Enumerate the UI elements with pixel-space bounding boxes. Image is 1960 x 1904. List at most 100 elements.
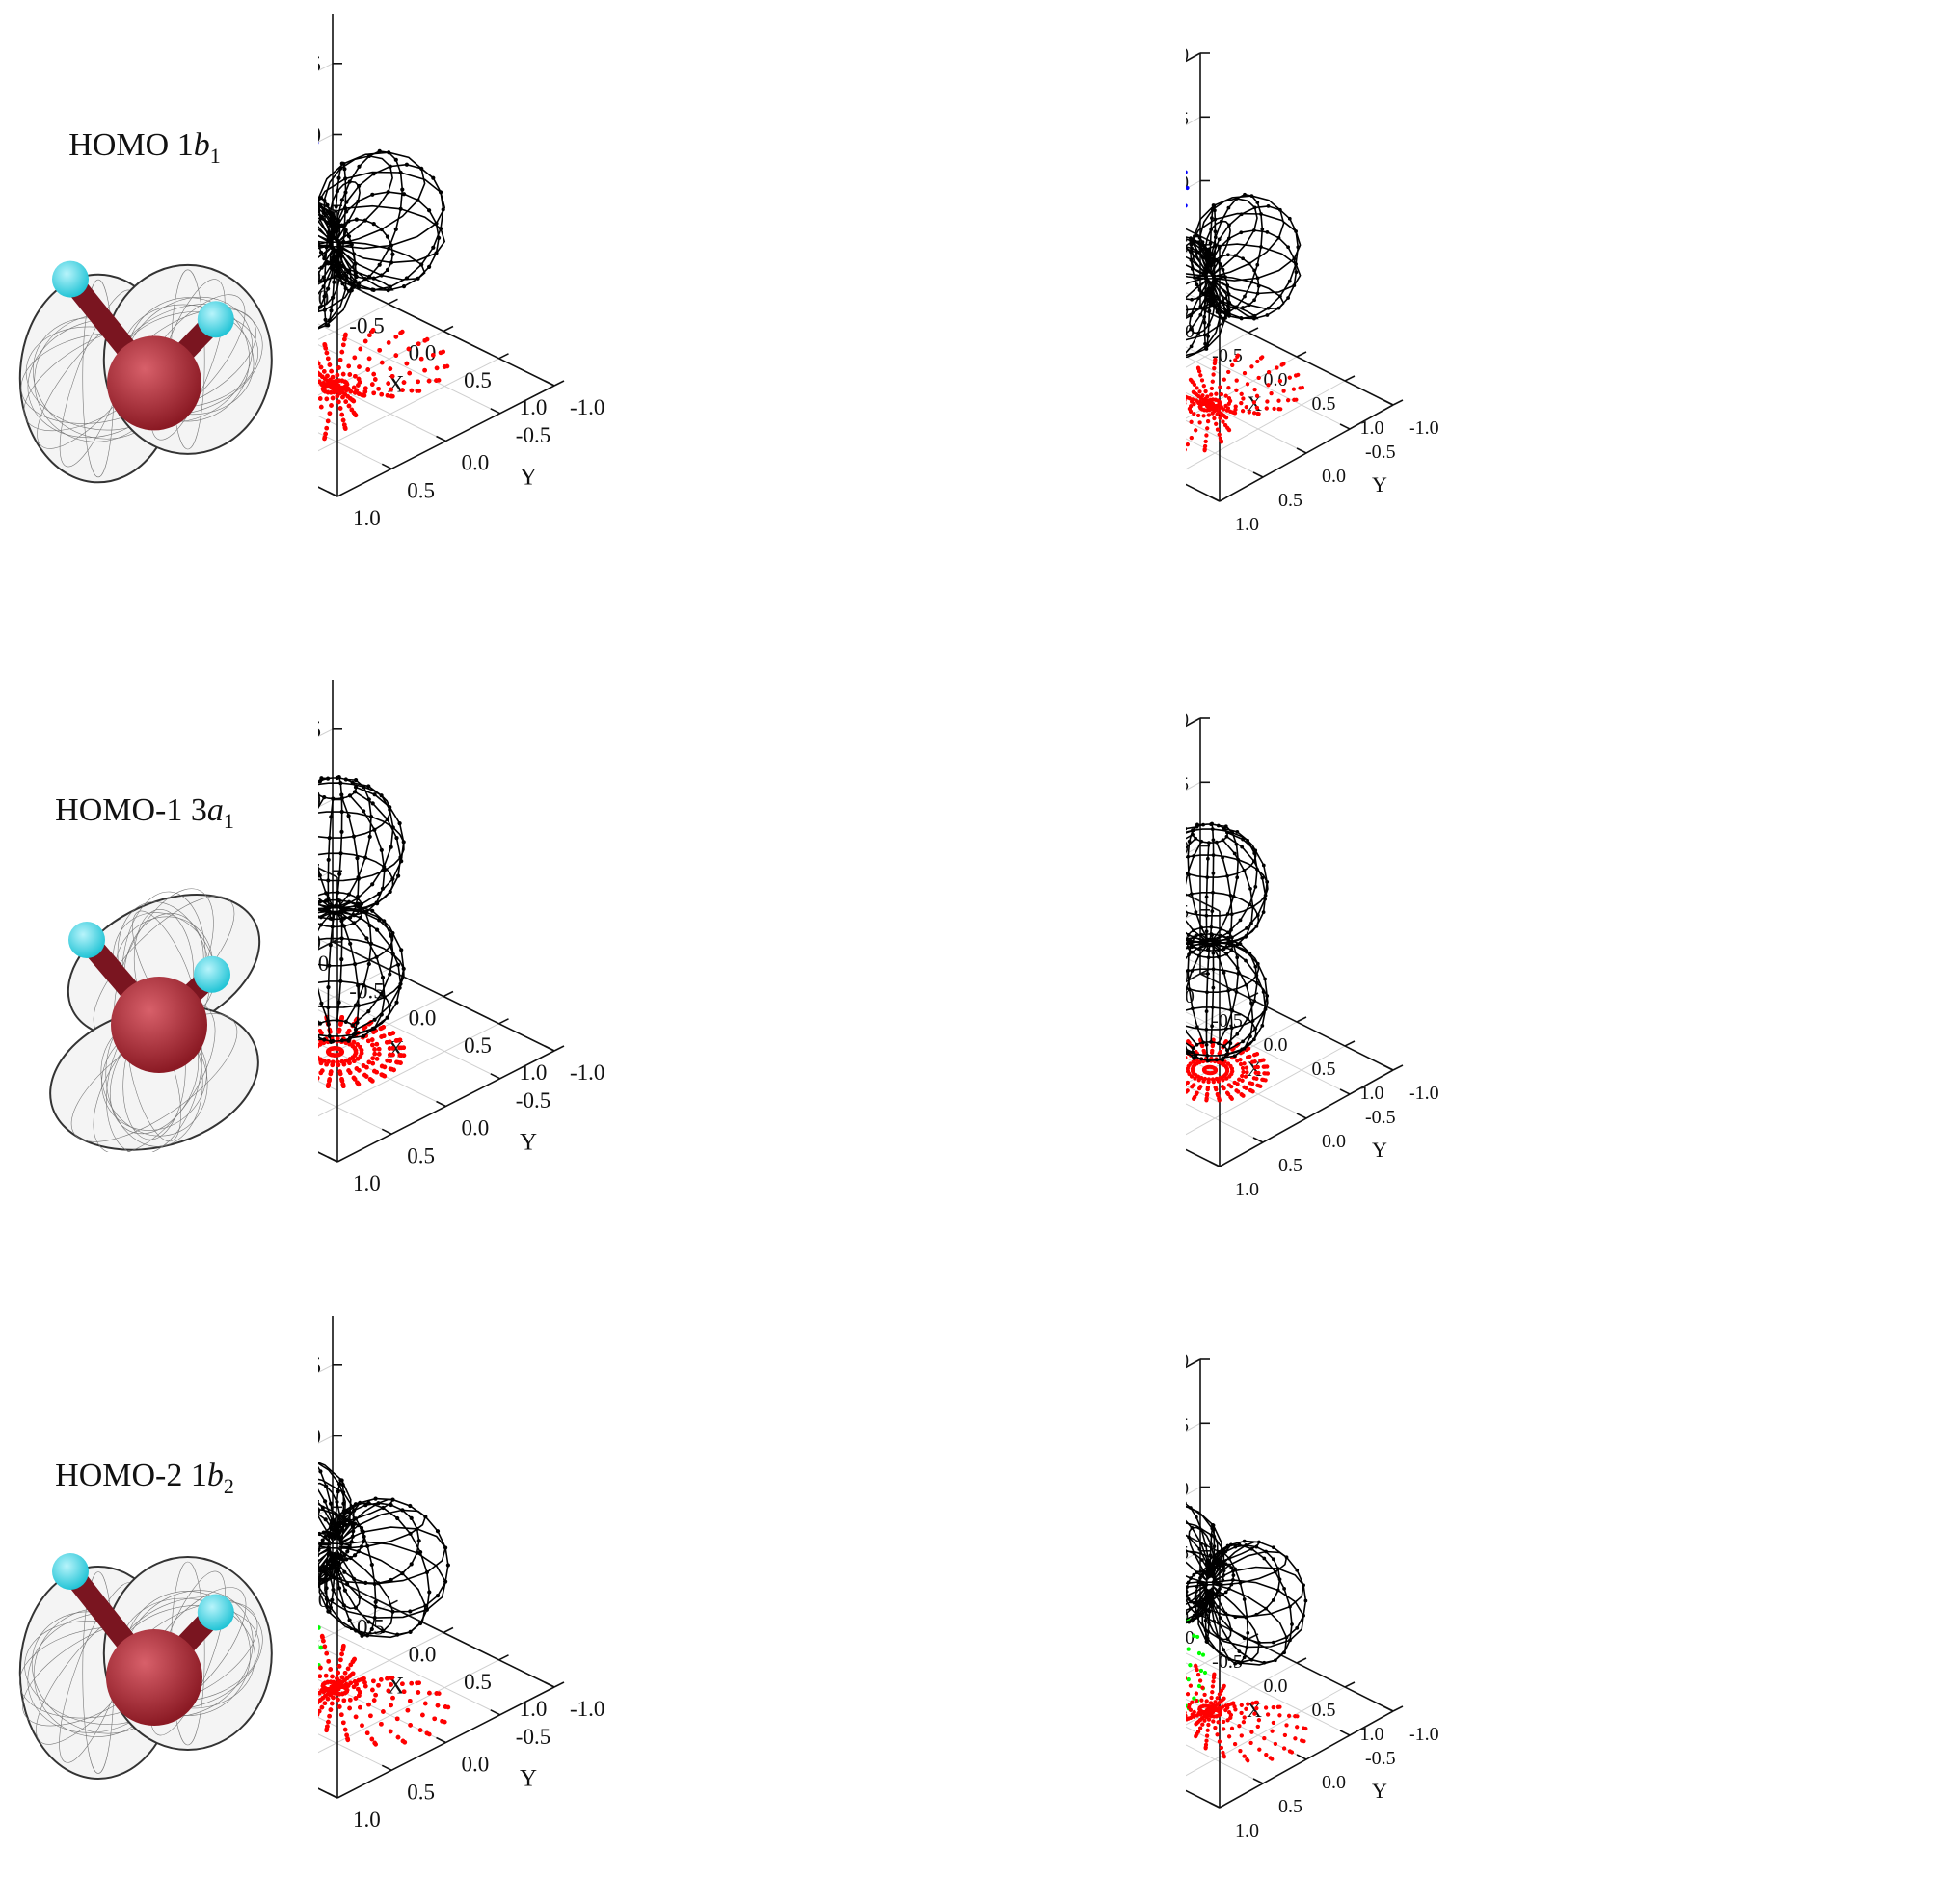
surface-point [431,246,435,250]
xy-projection-point [1212,372,1216,376]
x-tick [499,1019,509,1024]
surface-point [1219,315,1222,319]
row-label-homo: HOMO 1b1 [0,127,289,169]
xy-projection-point [353,374,358,379]
surface-point [330,267,334,271]
xy-projection-point [1215,413,1219,416]
xy-projection-point [1192,412,1195,416]
surface-point [1216,310,1220,314]
xy-projection-point [1226,370,1230,374]
surface-point [344,200,348,203]
surface-point [1214,305,1218,308]
x-tick [1248,328,1258,333]
surface-point [348,179,352,183]
xy-projection-point [1280,362,1284,366]
surface-point [321,207,325,211]
surface-point [357,184,361,188]
y-tick-label: -1.0 [570,395,604,419]
water-orbital-image-homo-2 [14,1552,294,1793]
xy-projection-point [363,339,368,344]
surface-point [378,263,382,267]
orbital-plot-homo-narrow: -1.0-0.50.00.51.0-1.0-0.50.00.51.0-1.0-0… [1186,48,1841,569]
surface-point [325,245,329,249]
xy-projection-point [357,364,362,369]
y-tick [328,1157,337,1162]
xy-projection-point [1222,378,1226,382]
xy-projection-point [1253,388,1257,391]
surface-point [1294,262,1298,266]
oxygen-atom [111,977,207,1073]
xy-projection-point [370,382,375,387]
xy-projection-point [326,419,331,424]
xy-projection-point [439,350,443,355]
water-orbital-image-homo [14,260,294,496]
surface-point [1193,234,1196,238]
surface-point [340,282,344,285]
surface-point [1266,313,1270,317]
surface-point [356,282,360,286]
surface-point [1227,237,1231,241]
xy-projection-point [336,373,340,378]
y-tick [1340,424,1350,429]
x-tick-label: 0.5 [1312,393,1336,415]
surface-point [370,193,374,197]
surface-point [1248,262,1251,266]
surface-point [342,224,346,228]
surface-point [343,206,347,210]
surface-point [355,275,359,279]
surface-point [1241,256,1245,260]
surface-point [419,262,423,266]
xy-projection-point [1190,420,1194,424]
xy-projection-point [323,346,328,351]
y-axis-title: Y [520,1130,537,1156]
surface-point [339,264,343,268]
xy-projection-point [367,357,372,362]
surface-point [1207,323,1211,327]
hydrogen-atom [198,1595,234,1631]
x-tick [443,327,453,332]
xy-projection-point [1246,382,1249,386]
xy-projection-point [1218,386,1222,389]
xy-projection-point [1212,416,1216,420]
y-axis-title: Y [520,465,537,491]
axis-edge [1186,53,1200,149]
surface-point [402,192,406,196]
xy-projection-point [323,432,328,437]
surface-point [1226,305,1230,308]
xy-projection-point [1282,389,1286,393]
x-tick [389,964,398,969]
y-tick-label: -0.5 [516,423,550,447]
y-tick [1297,448,1306,453]
x-tick [389,299,398,304]
surface-point [1292,283,1296,287]
xy-projection-point [1243,371,1247,375]
surface-point [389,243,393,247]
x-tick-label: 1.0 [520,1060,548,1085]
xy-projection-point [443,364,447,369]
xy-projection-point [329,403,334,408]
xy-projection-point [1273,407,1276,411]
surface-point [1209,303,1213,307]
surface-point [344,286,348,290]
xy-projection-point [422,368,427,373]
xy-projection-point [1226,386,1230,389]
surface-point [323,308,327,311]
surface-point [1210,216,1214,220]
xy-projection-point [1255,360,1259,363]
surface-point [427,265,431,269]
surface-point [1278,208,1282,212]
y-tick-label: 1.0 [353,506,381,530]
xy-projection-point [431,353,436,358]
orbital-surface [1186,193,1301,362]
xy-projection-point [422,338,427,343]
surface-point [340,198,344,201]
xy-projection-point [387,340,391,345]
surface-point [1207,281,1211,284]
xy-projection-point [1204,440,1208,443]
surface-point [346,270,350,274]
xy-projection-point [1239,401,1243,405]
x-tick [554,1046,564,1051]
surface-point [1203,334,1207,337]
xy-projection-point [349,408,354,413]
xy-projection-point [1196,414,1200,417]
